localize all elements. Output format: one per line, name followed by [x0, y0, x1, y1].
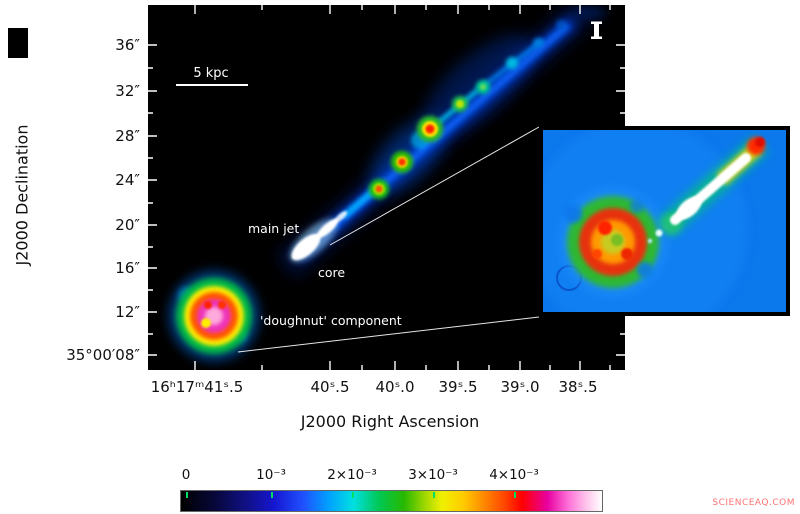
colorbar-tick-label: 3×10⁻³ — [408, 467, 458, 483]
main-jet-label: main jet — [248, 221, 299, 236]
colorbar-tick-mark — [352, 492, 354, 498]
doughnut-component — [168, 270, 260, 362]
jet-knots — [369, 20, 566, 199]
watermark: SCIENCEAQ.COM — [712, 498, 795, 508]
x-tick-label: 40ˢ.0 — [375, 378, 415, 396]
y-tick-label: 28″ — [115, 127, 140, 145]
doughnut-label: 'doughnut' component — [260, 313, 402, 328]
y-tick-label: 20″ — [115, 216, 140, 234]
x-tick-label: 39ˢ.5 — [438, 378, 478, 396]
inset-connector-lines — [237, 126, 540, 353]
colorbar-tick-label: 4×10⁻³ — [489, 467, 539, 483]
inset-jet — [647, 135, 769, 244]
colorbar-tick-mark — [433, 492, 435, 498]
x-tick-label: 38ˢ.5 — [558, 378, 598, 396]
colorbar-tick-mark — [514, 492, 516, 498]
core-label: core — [318, 265, 345, 280]
scale-bar: 5 kpc — [176, 66, 248, 86]
y-tick-label: 36″ — [115, 36, 140, 54]
y-tick-label: 35°00′08″ — [66, 346, 140, 364]
colorbar-tick-label: 0 — [181, 467, 191, 483]
beam-marker — [591, 21, 602, 39]
x-tick-label: 39ˢ.0 — [500, 378, 540, 396]
y-tick-label: 32″ — [115, 82, 140, 100]
core-source — [289, 211, 348, 263]
y-tick-label: 12″ — [115, 303, 140, 321]
x-axis-title: J2000 Right Ascension — [300, 412, 480, 431]
x-tick-label: 16ʰ17ᵐ41ˢ.5 — [150, 378, 244, 396]
zoom-inset-image — [543, 130, 786, 312]
scale-bar-label: 5 kpc — [193, 66, 228, 81]
y-tick-label: 24″ — [115, 171, 140, 189]
y-tick-label: 16″ — [115, 259, 140, 277]
colorbar-tick-label: 2×10⁻³ — [327, 467, 377, 483]
colorbar-tick-mark — [271, 492, 273, 498]
y-axis-title: J2000 Declination — [12, 124, 32, 266]
x-tick-label: 40ˢ.5 — [310, 378, 350, 396]
zoom-inset — [539, 126, 790, 316]
colorbar — [180, 490, 603, 512]
inset-doughnut — [559, 188, 667, 296]
colorbar-tick-label: 10⁻³ — [256, 467, 286, 483]
corner-artifact — [8, 28, 28, 58]
colorbar-tick-mark — [186, 492, 188, 498]
